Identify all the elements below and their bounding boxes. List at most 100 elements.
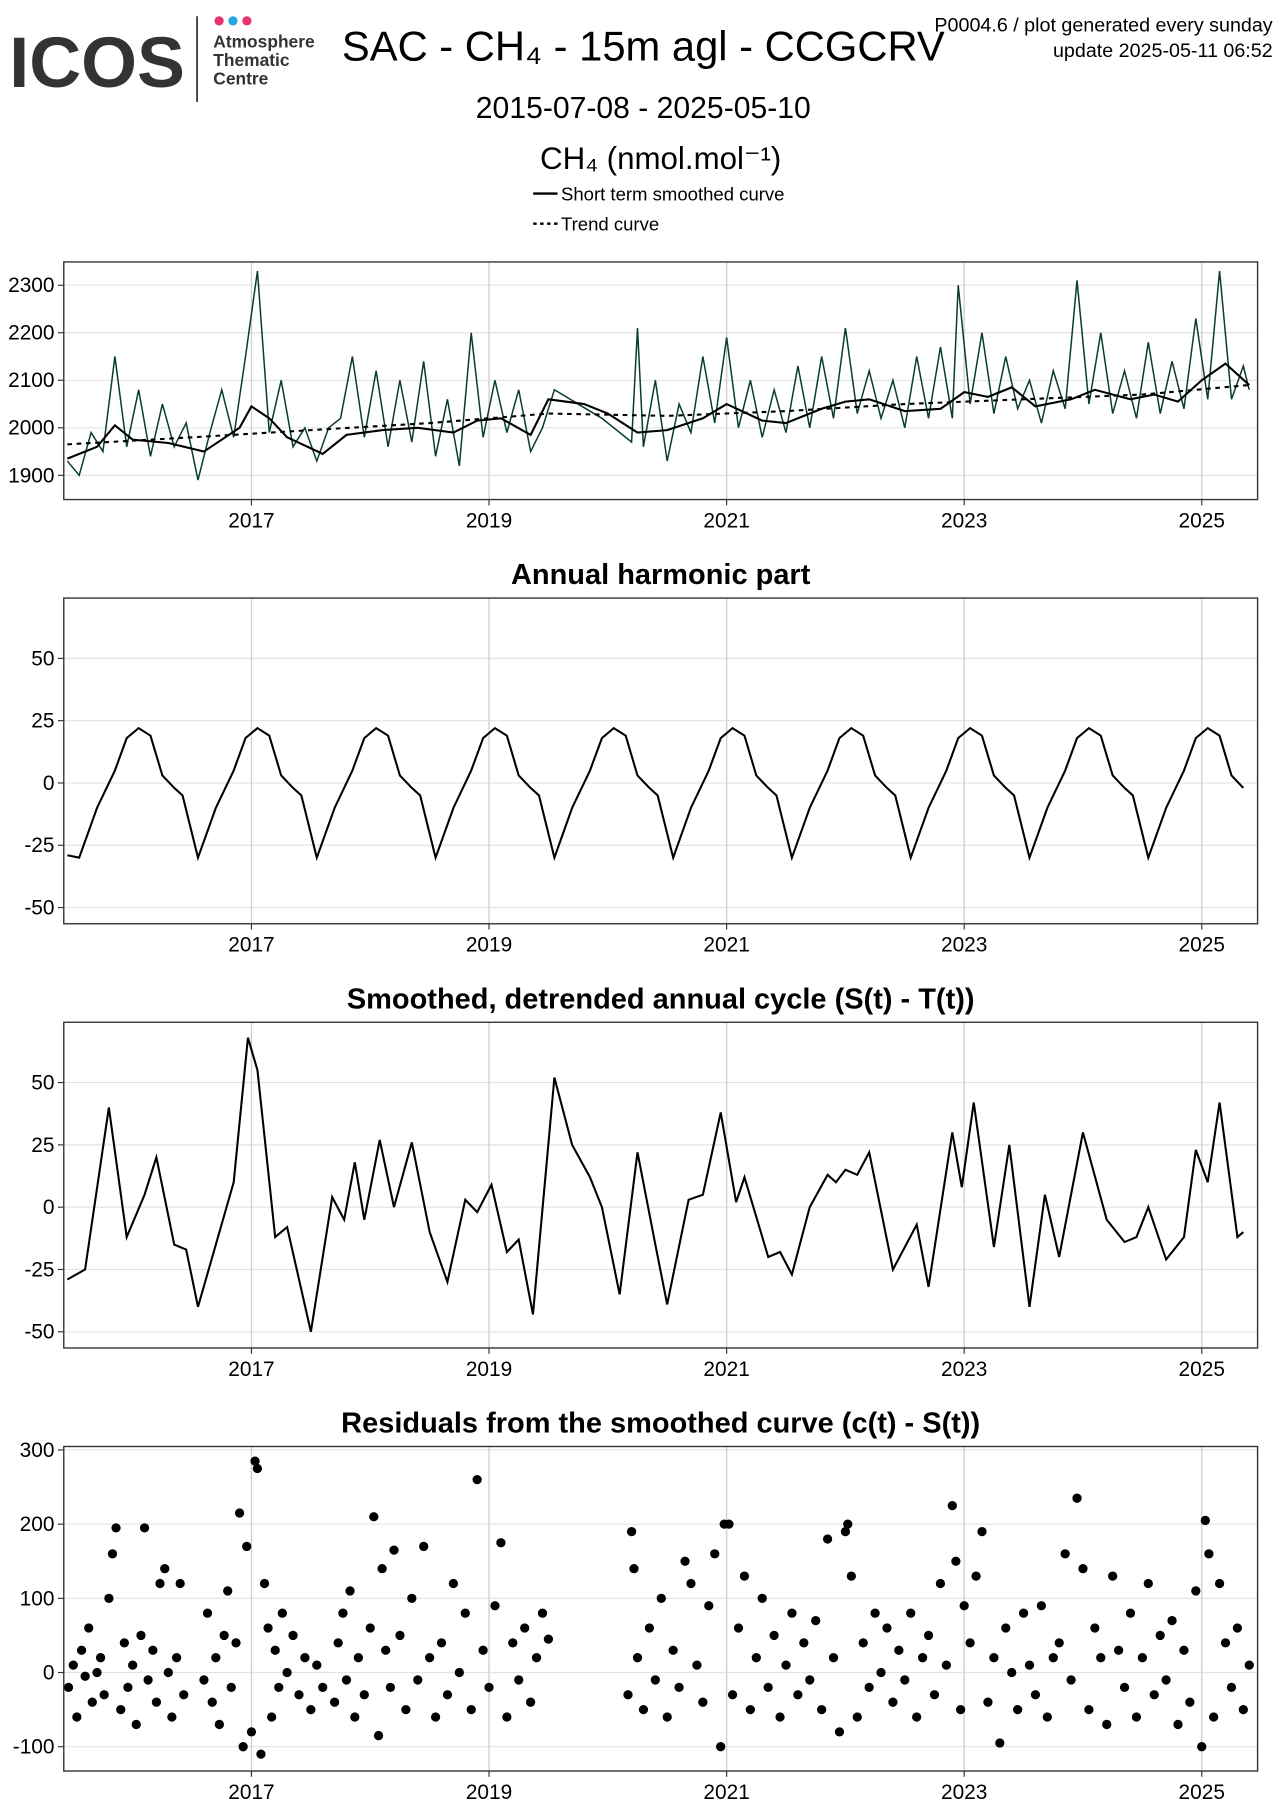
point [1024, 1660, 1035, 1670]
point [817, 1704, 827, 1715]
point [263, 1623, 273, 1633]
point [1238, 1704, 1248, 1715]
x-tick-label: 2017 [228, 509, 274, 532]
panel-title: Smoothed, detrended annual cycle (S(t) -… [347, 983, 975, 1015]
point [104, 1593, 114, 1603]
point [490, 1601, 500, 1611]
point [484, 1682, 494, 1692]
plot-frame [63, 261, 1259, 501]
point [1119, 1682, 1130, 1692]
y-tick-label: 0 [43, 772, 55, 795]
point [1191, 1586, 1201, 1596]
point [692, 1660, 702, 1670]
point [202, 1608, 213, 1618]
point [1090, 1623, 1100, 1633]
point [389, 1545, 399, 1555]
x-tick-label: 2021 [703, 934, 749, 957]
series-line [66, 362, 1250, 460]
point [727, 1690, 738, 1700]
point [219, 1630, 229, 1641]
point [1102, 1719, 1112, 1730]
point [87, 1697, 97, 1707]
point [846, 1571, 856, 1581]
point [775, 1712, 785, 1722]
legend-label: Short term smoothed curve [561, 184, 785, 205]
point [1013, 1704, 1023, 1715]
point [840, 1526, 851, 1537]
point [1048, 1653, 1058, 1663]
point [852, 1712, 862, 1722]
point [163, 1667, 173, 1678]
point [333, 1638, 343, 1648]
point [72, 1712, 82, 1722]
point [123, 1682, 133, 1692]
point [1066, 1675, 1076, 1685]
logo-org: Atmosphere [213, 32, 315, 52]
point [739, 1571, 750, 1581]
point [724, 1519, 734, 1529]
point [436, 1638, 447, 1648]
point [508, 1638, 518, 1648]
point [698, 1697, 708, 1707]
point [359, 1690, 369, 1700]
point [983, 1697, 993, 1707]
point [1131, 1712, 1142, 1722]
point [68, 1660, 78, 1670]
point [214, 1719, 225, 1730]
point [365, 1623, 375, 1633]
point [520, 1623, 530, 1633]
point [136, 1630, 146, 1641]
point [472, 1475, 482, 1485]
point [1204, 1549, 1214, 1559]
point [252, 1463, 263, 1474]
point [828, 1653, 839, 1663]
point [256, 1749, 266, 1759]
point [238, 1742, 248, 1752]
y-tick-label: 300 [20, 1439, 55, 1462]
point [1226, 1682, 1237, 1692]
point [92, 1667, 102, 1678]
point [1244, 1660, 1254, 1670]
point [1113, 1645, 1124, 1655]
point [623, 1690, 633, 1700]
point [858, 1638, 868, 1648]
logo-org: Centre [213, 69, 268, 89]
point [811, 1615, 821, 1626]
logo-org: Thematic [213, 50, 290, 70]
point [300, 1653, 310, 1663]
point [223, 1586, 233, 1596]
point [1042, 1712, 1052, 1722]
point [793, 1690, 803, 1700]
point [231, 1638, 241, 1648]
point [288, 1630, 298, 1641]
x-tick-label: 2021 [703, 509, 749, 532]
point [341, 1675, 352, 1685]
point [306, 1704, 316, 1715]
point [537, 1608, 548, 1618]
point [250, 1456, 260, 1466]
x-tick-label: 2023 [941, 509, 987, 532]
point [710, 1549, 720, 1559]
x-tick-label: 2017 [228, 1358, 274, 1381]
point [211, 1653, 221, 1663]
point [626, 1526, 637, 1537]
point [294, 1690, 304, 1700]
x-tick-label: 2023 [941, 1781, 987, 1800]
point [1054, 1638, 1064, 1648]
point [1078, 1564, 1088, 1574]
point [955, 1704, 966, 1715]
x-tick-label: 2019 [466, 934, 512, 957]
point [1030, 1690, 1041, 1700]
point [971, 1571, 981, 1581]
point [1149, 1690, 1159, 1700]
point [1209, 1712, 1219, 1722]
point [656, 1593, 666, 1603]
point [430, 1712, 441, 1722]
point [460, 1608, 470, 1618]
point [502, 1712, 512, 1722]
y-axis-label: CH₄ (nmol.mol⁻¹) [540, 141, 781, 176]
point [876, 1667, 886, 1678]
logo-dot [214, 16, 224, 26]
point [425, 1653, 435, 1663]
